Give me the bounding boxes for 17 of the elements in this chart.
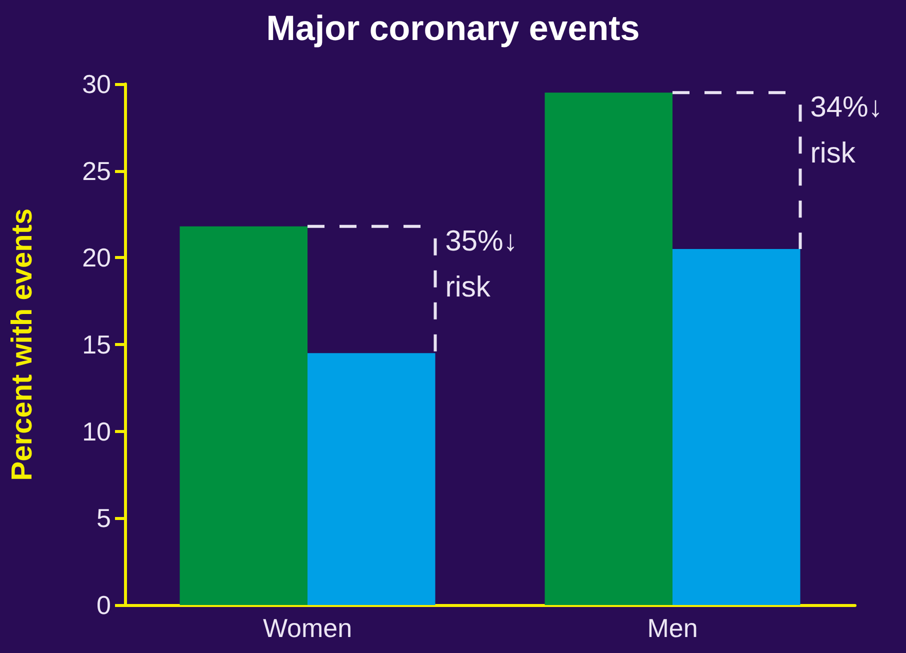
y-tick-label: 0: [96, 590, 111, 620]
y-tick-label: 20: [82, 242, 111, 273]
annotation: 35%↓ risk: [445, 225, 526, 304]
y-axis-title: Percent with events: [6, 208, 38, 481]
x-tick-label: Men: [647, 613, 698, 643]
bar: [544, 92, 672, 605]
y-tick-label: 25: [82, 156, 111, 186]
y-tick-label: 30: [82, 69, 111, 99]
chart-title: Major coronary events: [266, 9, 640, 48]
y-tick-label: 5: [96, 503, 111, 534]
x-tick-label: Women: [262, 613, 352, 643]
bar: [308, 353, 436, 605]
annotation: 34%↓ risk: [810, 92, 891, 170]
bar: [180, 226, 308, 605]
y-tick-label: 15: [82, 330, 111, 360]
y-tick-label: 10: [82, 416, 111, 446]
bar: [672, 248, 800, 605]
